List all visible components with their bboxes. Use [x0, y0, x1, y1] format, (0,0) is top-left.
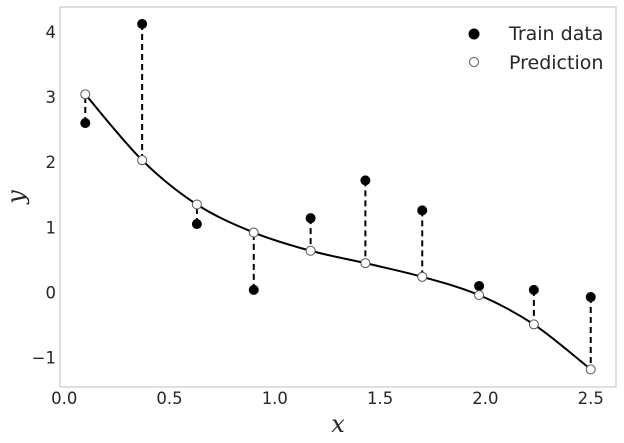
prediction-point — [80, 89, 91, 100]
prediction-point — [137, 155, 148, 166]
train-data-point — [360, 175, 371, 186]
y-axis-label: y — [2, 190, 30, 205]
y-tick-label: −1 — [32, 349, 56, 368]
legend-marker-prediction — [469, 57, 479, 67]
legend-label-train: Train data — [508, 23, 603, 45]
prediction-point — [248, 227, 259, 238]
plot-area — [59, 6, 617, 388]
data-points — [80, 18, 596, 375]
x-tick-label: 0.0 — [51, 389, 77, 408]
legend: Train data Prediction — [468, 23, 603, 74]
x-tick-label: 0.5 — [156, 389, 182, 408]
prediction-point — [360, 258, 371, 269]
train-data-point — [80, 118, 91, 129]
train-data-point — [137, 18, 148, 29]
prediction-point — [305, 245, 316, 256]
train-data-point — [191, 219, 202, 230]
train-data-point — [585, 292, 596, 303]
prediction-point — [417, 271, 428, 282]
y-tick-labels: −1 0 1 2 3 4 — [32, 23, 56, 368]
train-data-point — [417, 205, 428, 216]
prediction-point — [191, 199, 202, 210]
train-data-point — [474, 280, 485, 291]
legend-label-prediction: Prediction — [509, 52, 603, 74]
y-tick-label: 4 — [46, 23, 57, 42]
legend-marker-train — [468, 28, 480, 40]
x-tick-label: 1.5 — [367, 389, 393, 408]
y-tick-label: 1 — [46, 218, 57, 237]
x-tick-label: 2.5 — [578, 389, 604, 408]
train-data-point — [248, 284, 259, 295]
x-axis-label: x — [331, 410, 345, 438]
prediction-point — [474, 290, 485, 301]
y-tick-label: 3 — [46, 88, 57, 107]
fit-curve — [84, 93, 592, 371]
y-tick-label: 2 — [46, 153, 57, 172]
x-tick-label: 2.0 — [472, 389, 498, 408]
prediction-point — [585, 364, 596, 375]
x-tick-labels: 0.0 0.5 1.0 1.5 2.0 2.5 — [51, 389, 604, 408]
train-data-point — [528, 284, 539, 295]
train-data-point — [305, 213, 316, 224]
x-tick-label: 1.0 — [262, 389, 288, 408]
y-tick-label: 0 — [46, 283, 57, 302]
prediction-point — [528, 319, 539, 330]
